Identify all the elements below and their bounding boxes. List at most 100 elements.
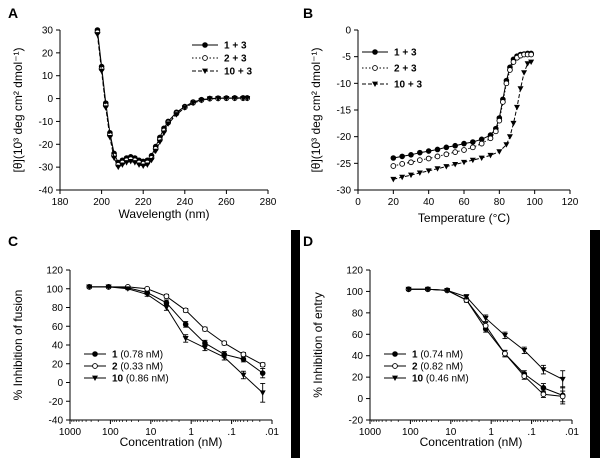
data-point bbox=[461, 140, 467, 147]
data-point bbox=[478, 155, 485, 161]
y-tick-label: 20 bbox=[42, 48, 54, 59]
data-point bbox=[510, 120, 517, 127]
data-point bbox=[503, 80, 510, 87]
data-point bbox=[408, 152, 414, 158]
data-point bbox=[124, 286, 131, 292]
legend-marker bbox=[372, 65, 378, 71]
data-point bbox=[123, 160, 130, 166]
y-tick-label: -15 bbox=[337, 106, 352, 117]
x-tick-label: 0 bbox=[355, 197, 361, 208]
data-point bbox=[131, 160, 138, 166]
legend-series-detail: (0.33 nM) bbox=[118, 362, 164, 373]
legend: 1 + 3 2 + 3 10 + 3 bbox=[192, 41, 253, 78]
data-point bbox=[559, 376, 566, 383]
legend-series-id: 10 bbox=[112, 374, 124, 385]
data-point bbox=[190, 100, 197, 107]
data-point bbox=[173, 112, 180, 118]
data-point bbox=[202, 326, 208, 332]
y-axis-label: % Inhibition of entry bbox=[311, 292, 325, 397]
panel-divider bbox=[291, 230, 300, 458]
data-point bbox=[463, 294, 470, 300]
legend-label: 2 + 3 bbox=[224, 54, 247, 65]
x-tick-label: 1 bbox=[188, 427, 194, 438]
legend-marker bbox=[202, 42, 208, 48]
y-tick-label: 20 bbox=[52, 359, 64, 370]
y-tick-label: -20 bbox=[49, 397, 64, 408]
legend: 1 (0.74 nM)2 (0.82 nM)10 (0.46 nM) bbox=[384, 350, 469, 385]
legend-label: 1 (0.74 nM) bbox=[412, 350, 463, 361]
y-tick-label: 20 bbox=[352, 373, 364, 384]
data-point bbox=[102, 105, 109, 111]
legend: 1 + 3 2 + 3 10 + 3 bbox=[362, 48, 423, 91]
y-tick-label: 120 bbox=[346, 266, 363, 277]
y-axis-label: [θ](10³ deg cm² dmol⁻¹) bbox=[309, 47, 323, 172]
data-point bbox=[416, 170, 423, 176]
data-point bbox=[161, 130, 167, 136]
data-point bbox=[524, 61, 531, 67]
data-point bbox=[501, 332, 508, 339]
y-tick-label: 40 bbox=[52, 341, 64, 352]
x-tick-label: 1000 bbox=[59, 427, 82, 438]
data-point bbox=[521, 347, 528, 354]
y-tick-label: -10 bbox=[39, 117, 54, 128]
legend-series-detail: (0.78 nM) bbox=[118, 350, 164, 361]
data-point bbox=[443, 164, 450, 170]
data-point bbox=[559, 393, 566, 400]
data-point bbox=[482, 322, 489, 329]
y-tick-label: 100 bbox=[346, 287, 363, 298]
data-point bbox=[510, 59, 517, 65]
y-tick-label: 80 bbox=[352, 308, 364, 319]
legend-marker bbox=[92, 351, 98, 357]
data-point bbox=[399, 153, 405, 160]
data-point bbox=[165, 121, 172, 127]
data-point bbox=[223, 95, 230, 102]
data-point bbox=[399, 174, 406, 181]
data-point bbox=[152, 148, 159, 155]
data-point bbox=[461, 147, 467, 153]
x-tick-label: 10 bbox=[145, 427, 157, 438]
legend-series-detail: (0.86 nM) bbox=[123, 374, 169, 385]
legend-series-detail: (0.74 nM) bbox=[418, 350, 464, 361]
data-point bbox=[502, 350, 508, 357]
legend-marker bbox=[92, 363, 98, 369]
legend-label: 2 + 3 bbox=[394, 64, 417, 75]
series-3 bbox=[390, 59, 535, 183]
data-point bbox=[182, 336, 189, 342]
legend-marker bbox=[372, 81, 378, 87]
data-point bbox=[503, 142, 510, 148]
y-tick-label: -20 bbox=[39, 140, 54, 151]
data-point bbox=[496, 149, 503, 155]
x-tick-label: 1000 bbox=[359, 427, 382, 438]
legend-series-detail: (0.82 nM) bbox=[418, 362, 464, 373]
legend-marker bbox=[392, 351, 398, 357]
x-tick-label: 100 bbox=[526, 197, 543, 208]
data-point bbox=[506, 134, 513, 140]
data-point bbox=[528, 51, 534, 58]
data-point bbox=[221, 340, 228, 346]
data-point bbox=[434, 153, 441, 160]
data-point bbox=[424, 286, 431, 293]
legend-marker bbox=[392, 363, 398, 369]
data-point bbox=[517, 86, 524, 92]
series-2 bbox=[86, 284, 266, 368]
x-tick-label: 120 bbox=[562, 197, 579, 208]
y-tick-label: -10 bbox=[337, 79, 352, 90]
x-tick-label: .01 bbox=[565, 427, 579, 438]
panel-c: C 1000 100 10 1 .1 .01 -40 -20 0 20 40 60 80 100 120 Con… bbox=[8, 233, 279, 449]
x-axis-label: Concentration (nM) bbox=[120, 435, 223, 449]
data-point bbox=[443, 144, 450, 151]
x-tick-label: 180 bbox=[52, 197, 69, 208]
data-point bbox=[105, 284, 112, 290]
data-point bbox=[163, 305, 170, 311]
data-point bbox=[496, 117, 503, 124]
legend-series-id: 1 bbox=[412, 350, 418, 361]
data-point bbox=[98, 68, 105, 75]
x-tick-label: 200 bbox=[93, 197, 110, 208]
y-tick-label: -25 bbox=[337, 159, 352, 170]
data-point bbox=[452, 149, 459, 155]
data-point bbox=[452, 142, 458, 149]
data-point bbox=[259, 361, 266, 368]
data-point bbox=[111, 155, 118, 161]
data-point bbox=[221, 354, 228, 361]
